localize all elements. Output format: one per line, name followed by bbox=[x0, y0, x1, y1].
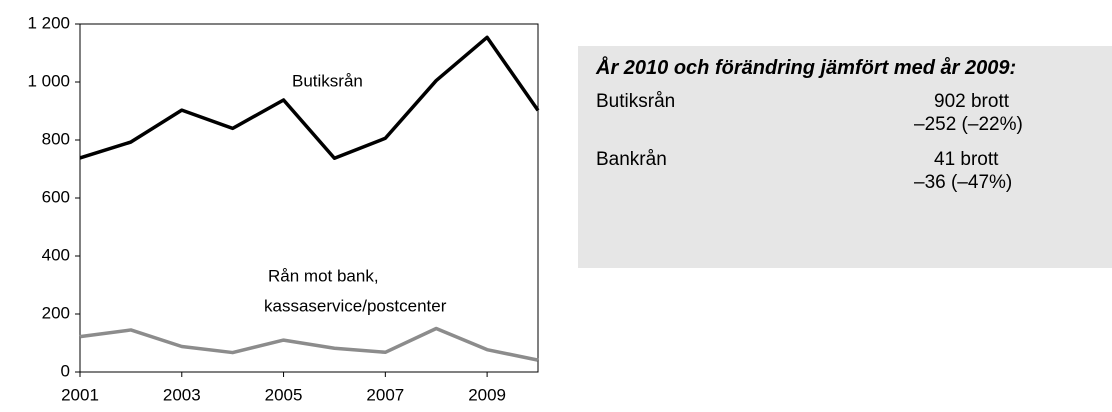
series-line bbox=[79, 326, 539, 362]
y-tick-label: 400 bbox=[42, 245, 70, 264]
series-label: kassaservice/postcenter bbox=[264, 296, 447, 315]
summary-row: Butiksrån 902 brott –252 (–22%) bbox=[596, 90, 1094, 136]
row-value: –36 (–47%) bbox=[914, 172, 1013, 193]
summary-row: Bankrån 41 brott –36 (–47%) bbox=[596, 148, 1094, 194]
summary-box: År 2010 och förändring jämfört med år 20… bbox=[578, 46, 1112, 268]
y-tick-label: 0 bbox=[61, 361, 70, 380]
y-tick-label: 600 bbox=[42, 187, 70, 206]
row-label: Butiksrån bbox=[596, 91, 676, 112]
x-tick-label: 2007 bbox=[366, 385, 404, 404]
x-tick-label: 2009 bbox=[468, 385, 506, 404]
x-tick-label: 2001 bbox=[61, 385, 99, 404]
y-tick-label: 200 bbox=[42, 303, 70, 322]
series-label: Rån mot bank, bbox=[268, 266, 379, 285]
y-tick-label: 800 bbox=[42, 129, 70, 148]
summary-rows: Butiksrån 902 brott –252 (–22%) Bankrån 41 b… bbox=[596, 90, 1094, 194]
y-tick-label: 1 000 bbox=[27, 71, 70, 90]
x-tick-label: 2003 bbox=[163, 385, 201, 404]
summary-title: År 2010 och förändring jämfört med år 20… bbox=[596, 57, 1017, 79]
row-value: 41 brott bbox=[934, 149, 999, 170]
chart: 0 200 400 600 800 1 000 1 200 2001 2003 2005 2007 2… bbox=[27, 13, 540, 404]
series-label: Butiksrån bbox=[292, 71, 363, 90]
y-tick-label: 1 200 bbox=[27, 13, 70, 32]
row-values: 902 brott –252 (–22%) bbox=[914, 90, 1023, 136]
row-value: –252 (–22%) bbox=[914, 114, 1023, 135]
row-value: 902 brott bbox=[934, 91, 1009, 112]
x-tick-label: 2005 bbox=[265, 385, 303, 404]
row-values: 41 brott –36 (–47%) bbox=[914, 148, 1012, 194]
series-line bbox=[79, 35, 540, 161]
row-label: Bankrån bbox=[596, 149, 667, 170]
